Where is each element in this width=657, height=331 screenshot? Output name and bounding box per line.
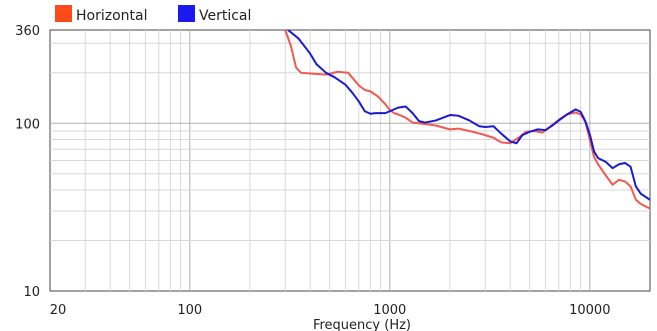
x-tick-label: 100 <box>177 303 202 318</box>
legend: Horizontal Vertical <box>55 5 251 24</box>
legend-label-horizontal: Horizontal <box>76 8 147 24</box>
y-tick-label: 10 <box>23 285 40 300</box>
x-tick-label: 20 <box>50 303 67 318</box>
legend-swatch-horizontal <box>55 5 72 22</box>
legend-label-vertical: Vertical <box>199 8 251 24</box>
series-layer <box>284 30 650 210</box>
y-tick-label: 100 <box>15 117 40 132</box>
y-tick-label: 360 <box>15 24 40 39</box>
y-tick-labels: 360 100 10 <box>15 24 40 300</box>
series-line-horizontal <box>284 30 650 210</box>
series-line-vertical <box>287 30 650 201</box>
x-tick-labels: 20 100 1000 10000 <box>50 303 611 318</box>
x-tick-label: 1000 <box>373 303 406 318</box>
legend-swatch-vertical <box>178 5 195 22</box>
x-tick-label: 10000 <box>569 303 610 318</box>
grid <box>50 30 650 291</box>
x-axis-title: Frequency (Hz) <box>313 318 411 331</box>
